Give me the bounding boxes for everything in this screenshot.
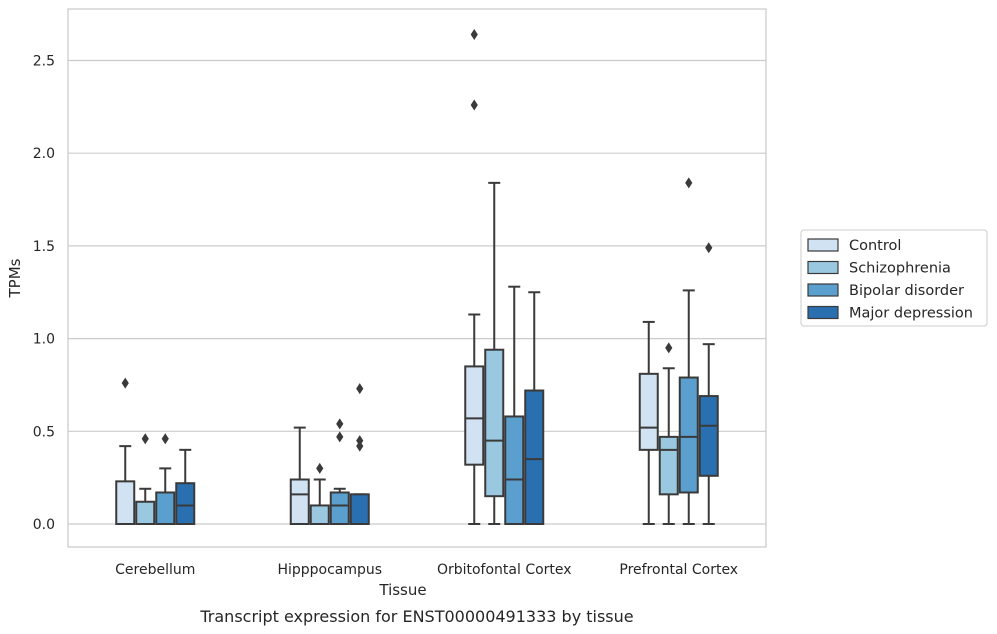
box-body xyxy=(115,480,136,525)
box-body xyxy=(309,504,330,525)
x-tick-labels: Cerebellum Hipppocampus Orbitofontal Corte… xyxy=(115,562,738,578)
y-tick-label: 1.5 xyxy=(33,239,55,255)
legend-swatch xyxy=(807,238,839,252)
outlier-point xyxy=(356,383,364,395)
box-body xyxy=(329,491,350,525)
outlier-point xyxy=(665,342,673,354)
legend-item: Major depression xyxy=(807,305,973,322)
box-body xyxy=(464,365,485,466)
box-major-depression xyxy=(698,242,719,525)
y-axis-label: TPMs xyxy=(6,258,24,298)
box-body xyxy=(484,348,505,498)
box-control xyxy=(464,29,485,525)
y-tick-label: 1.0 xyxy=(33,332,55,348)
legend-swatch xyxy=(807,283,839,297)
outlier-point xyxy=(336,431,344,443)
box-schizophrenia xyxy=(658,342,679,525)
legend-swatch xyxy=(807,305,839,320)
legend: Control Schizophrenia Bipolar disorder Majo… xyxy=(800,229,988,327)
box-bipolar-disorder xyxy=(678,177,699,525)
box-schizophrenia xyxy=(309,462,330,525)
box-major-depression xyxy=(349,383,370,525)
outlier-point xyxy=(470,29,478,41)
box-schizophrenia xyxy=(484,181,505,525)
box-body xyxy=(698,395,719,477)
y-tick-labels: 0.0 0.5 1.0 1.5 2.0 2.5 xyxy=(33,54,55,534)
y-tick-label: 2.0 xyxy=(33,146,55,162)
legend-label: Bipolar disorder xyxy=(849,283,964,299)
x-tick-label: Cerebellum xyxy=(115,562,195,578)
box-body xyxy=(658,435,679,496)
legend-item: Control xyxy=(807,238,901,254)
x-axis-label: Tissue xyxy=(378,581,426,599)
outlier-point xyxy=(161,433,169,445)
x-tick-label: Orbitofontal Cortex xyxy=(437,562,572,578)
outlier-point xyxy=(141,433,149,445)
box-bipolar-disorder xyxy=(155,433,176,525)
legend-label: Schizophrenia xyxy=(849,261,951,277)
y-tick-label: 0.5 xyxy=(33,424,55,440)
x-tick-label: Prefrontal Cortex xyxy=(619,562,738,578)
outlier-point xyxy=(336,418,344,430)
box-body xyxy=(504,415,525,525)
outlier-point xyxy=(316,462,324,474)
box-body xyxy=(638,372,659,451)
legend-frame xyxy=(800,229,988,327)
box-body xyxy=(289,478,310,525)
box-series xyxy=(115,29,719,526)
y-tick-label: 2.5 xyxy=(33,54,55,70)
box-major-depression xyxy=(524,291,545,525)
box-control xyxy=(115,377,136,525)
box-body xyxy=(135,500,156,526)
box-control xyxy=(638,320,659,525)
legend-label: Major depression xyxy=(849,306,973,322)
box-bipolar-disorder xyxy=(329,418,350,525)
box-body xyxy=(349,493,370,525)
outlier-point xyxy=(121,377,129,389)
legend-item: Bipolar disorder xyxy=(807,283,964,299)
outlier-point xyxy=(705,242,713,254)
y-tick-label: 0.0 xyxy=(33,517,55,533)
box-control xyxy=(289,426,310,525)
outlier-point xyxy=(685,177,693,189)
box-major-depression xyxy=(175,448,196,526)
box-body xyxy=(524,389,545,525)
outlier-point xyxy=(356,435,364,447)
chart-caption: Transcript expression for ENST0000049133… xyxy=(199,607,633,626)
outlier-point xyxy=(470,99,478,111)
box-body xyxy=(678,376,699,494)
box-schizophrenia xyxy=(135,433,156,526)
legend-swatch xyxy=(807,260,839,275)
legend-item: Schizophrenia xyxy=(807,260,951,277)
outlier-point xyxy=(356,440,364,452)
legend-label: Control xyxy=(849,238,901,254)
box-bipolar-disorder xyxy=(504,285,525,525)
box-body xyxy=(175,482,196,526)
plot-frame xyxy=(67,8,767,548)
box-body xyxy=(155,491,176,525)
x-tick-label: Hipppocampus xyxy=(277,562,382,578)
